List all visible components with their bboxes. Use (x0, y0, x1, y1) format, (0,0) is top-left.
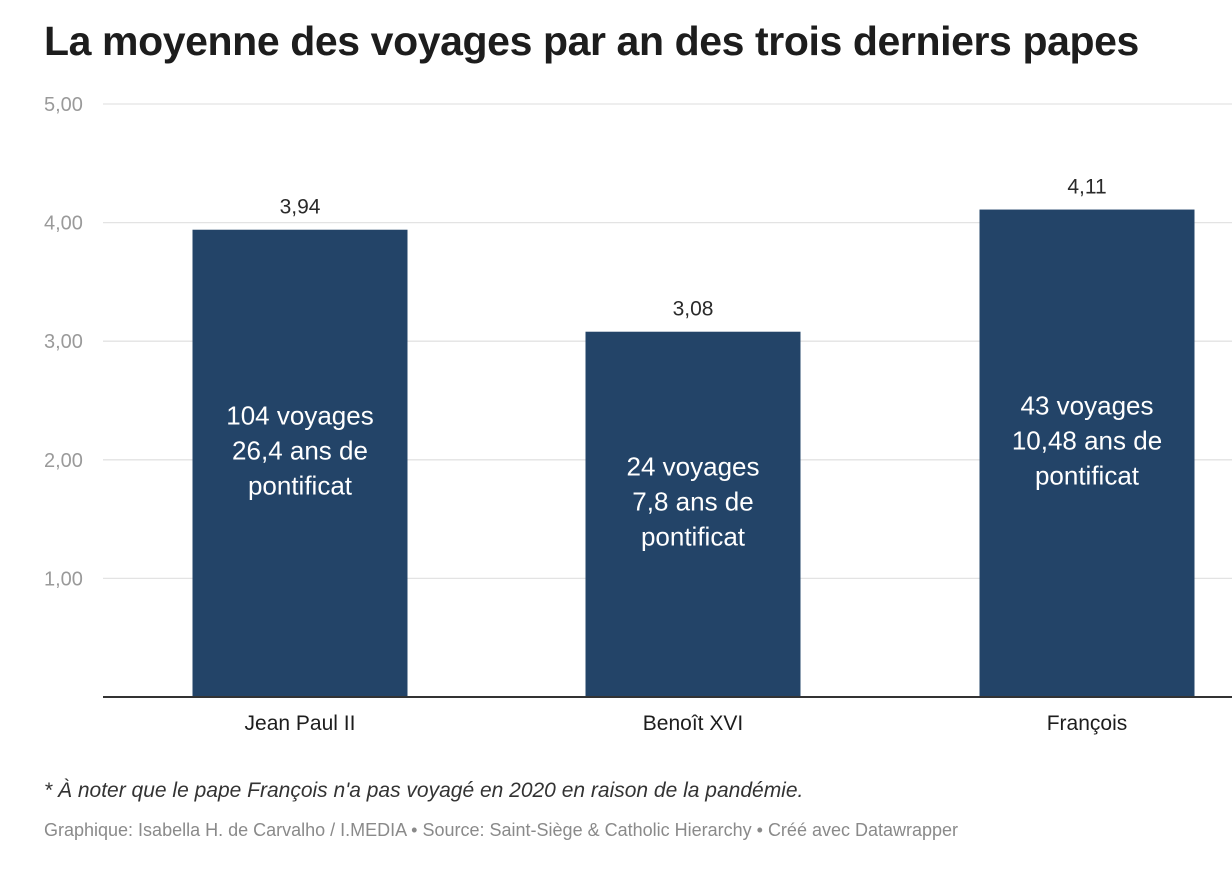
bar (585, 331, 801, 697)
credits-line: Graphique: Isabella H. de Carvalho / I.M… (44, 820, 959, 840)
y-tick-label: 3,00 (44, 331, 83, 353)
value-label: 3,94 (280, 196, 321, 219)
y-tick-label: 5,00 (44, 94, 83, 116)
footnote: * À noter que le pape François n'a pas v… (44, 779, 804, 802)
bar-annotation: 7,8 ans de (632, 486, 753, 516)
x-tick-label: Benoît XVI (643, 712, 743, 735)
bar-annotation: pontificat (641, 521, 746, 551)
y-tick-label: 2,00 (44, 450, 83, 472)
bar-annotation: 26,4 ans de (232, 435, 368, 465)
value-label: 4,11 (1067, 176, 1106, 199)
bar-annotation: 10,48 ans de (1012, 425, 1162, 455)
bar (979, 209, 1195, 697)
chart-title: La moyenne des voyages par an des trois … (44, 18, 1139, 64)
bar-annotation: 43 voyages (1021, 390, 1154, 420)
bar-annotation: pontificat (1035, 460, 1140, 490)
x-tick-label: Jean Paul II (245, 712, 356, 735)
bar (192, 229, 408, 697)
bar-annotation: 104 voyages (226, 400, 373, 430)
bar-annotation: pontificat (248, 470, 353, 500)
y-tick-label: 1,00 (44, 568, 83, 590)
x-tick-label: François (1047, 712, 1128, 735)
bar-annotation: 24 voyages (627, 451, 760, 481)
y-tick-label: 4,00 (44, 213, 83, 235)
value-label: 3,08 (673, 298, 714, 321)
